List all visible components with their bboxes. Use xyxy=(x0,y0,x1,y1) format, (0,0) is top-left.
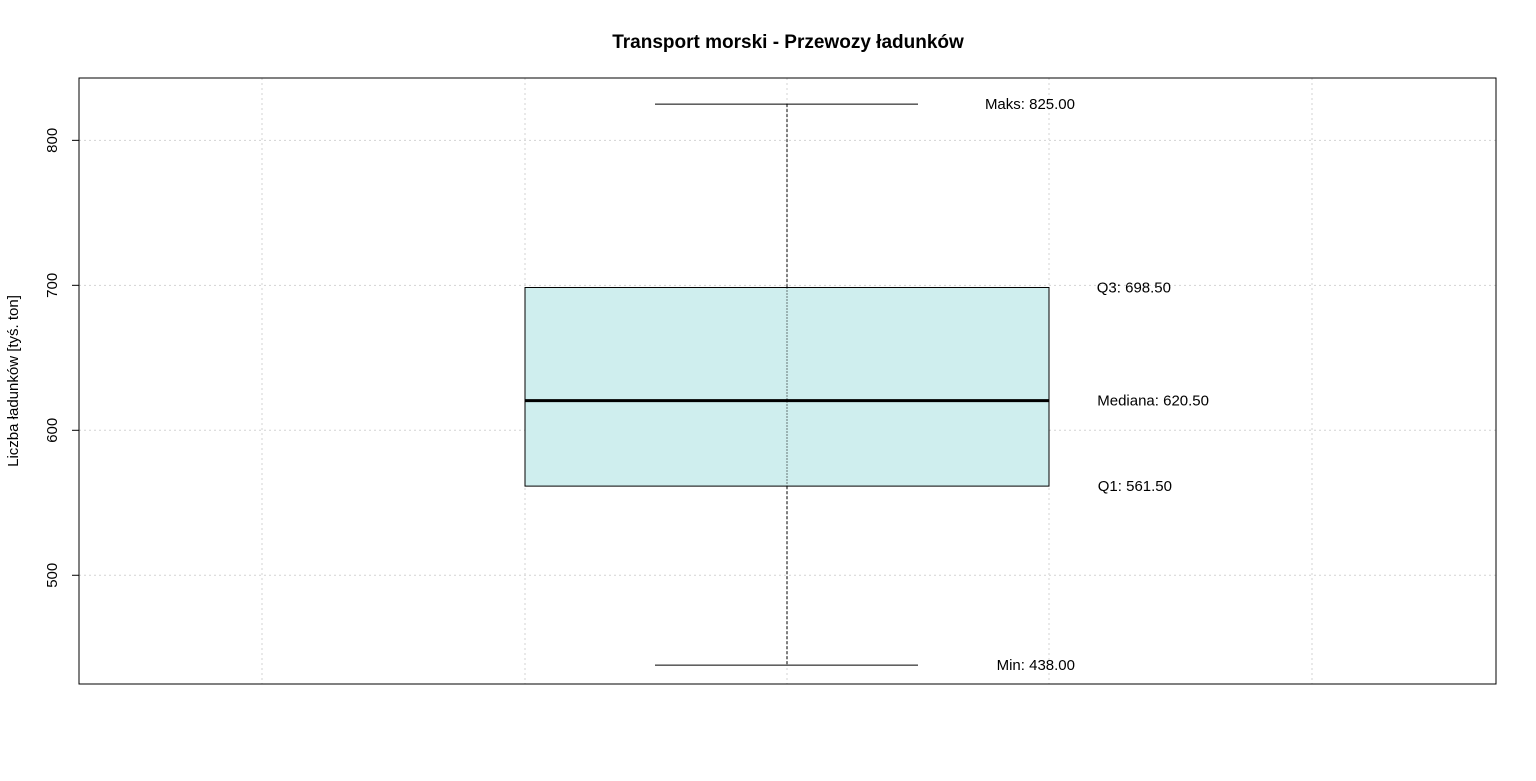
stat-label-max: Maks: 825.00 xyxy=(985,96,1075,113)
stat-label-q1: Q1: 561.50 xyxy=(1098,478,1172,495)
y-tick-label-500: 500 xyxy=(44,563,61,588)
y-axis: 500 600 700 800 xyxy=(44,128,79,588)
stat-label-median: Mediana: 620.50 xyxy=(1097,393,1209,410)
y-axis-label: Liczba ładunków [tyś. ton] xyxy=(5,295,22,467)
grid-layer xyxy=(79,78,1496,684)
y-tick-label-700: 700 xyxy=(44,273,61,298)
plot-frame xyxy=(78,77,1497,685)
stat-label-min: Min: 438.00 xyxy=(997,657,1075,674)
stat-label-q3: Q3: 698.50 xyxy=(1097,279,1171,296)
box-layer xyxy=(524,103,1050,666)
chart-title: Transport morski - Przewozy ładunków xyxy=(612,32,964,53)
y-tick-label-800: 800 xyxy=(44,128,61,153)
y-tick-label-600: 600 xyxy=(44,418,61,443)
stat-label-layer: Maks: 825.00 Q3: 698.50 Mediana: 620.50 … xyxy=(985,96,1209,674)
